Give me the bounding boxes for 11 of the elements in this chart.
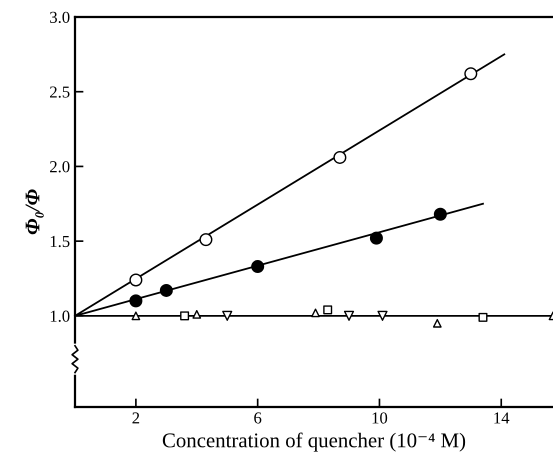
y-tick-label: 2.5: [50, 86, 70, 98]
y-tick-label: 1.0: [50, 310, 70, 322]
x-tick-label: 14: [494, 412, 510, 424]
y-axis-title: Φ₀/Φ: [26, 189, 44, 234]
y-tick-label: 3.0: [50, 12, 70, 24]
x-axis-title: Concentration of quencher (10⁻⁴ M): [162, 432, 466, 452]
y-tick-label: 1.5: [50, 236, 70, 248]
x-tick-label: 6: [254, 412, 262, 424]
x-tick-label: 10: [372, 412, 388, 424]
y-tick-label: 2.0: [50, 161, 70, 172]
x-tick-label: 2: [132, 412, 140, 424]
